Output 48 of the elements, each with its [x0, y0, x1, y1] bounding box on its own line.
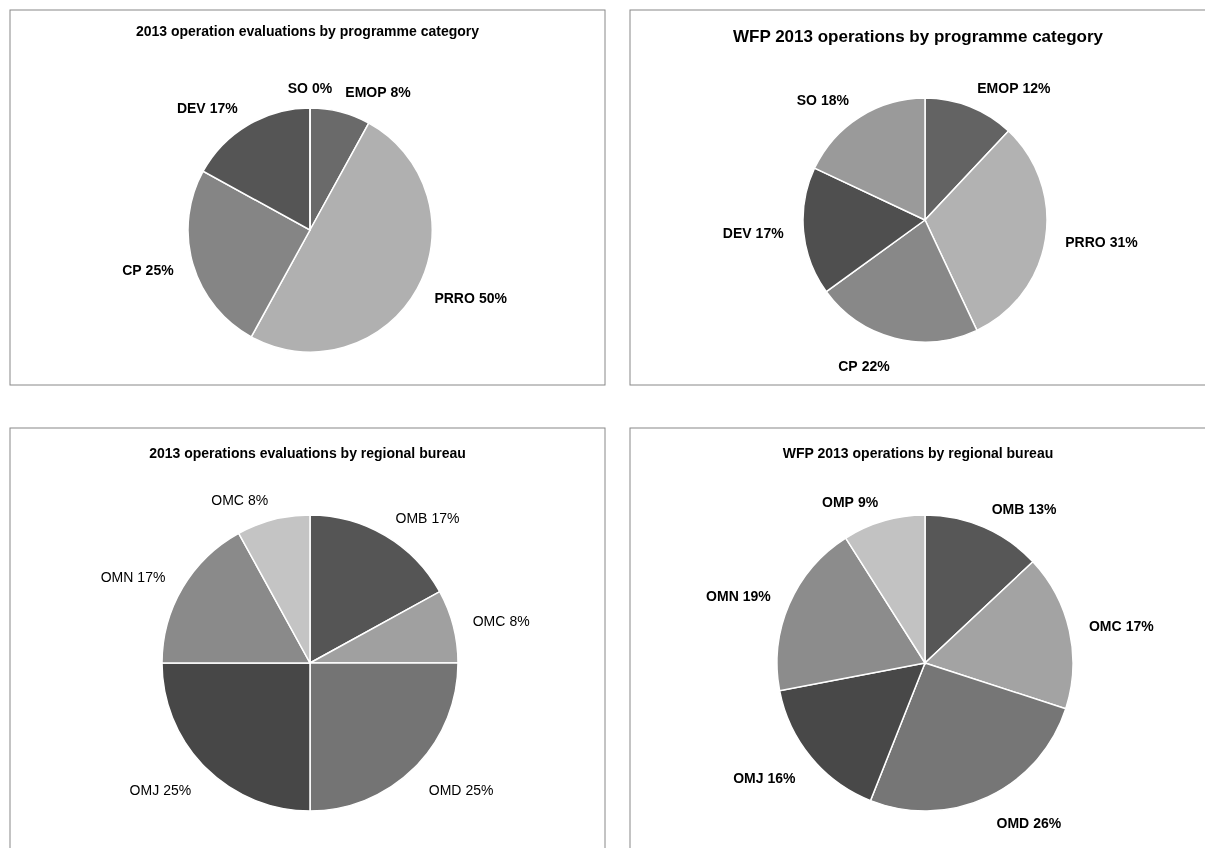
data-label: 17% [1125, 618, 1155, 635]
slice-label: EMOP [345, 84, 387, 101]
slice-label: PRRO [434, 290, 475, 307]
slice-label: DEV [722, 225, 753, 242]
chart-title: 2013 operations evaluations by regional bureau [149, 445, 466, 461]
data-label: 25% [465, 781, 494, 798]
data-label: 9% [857, 493, 879, 510]
slice-label: OMN [100, 569, 134, 586]
slice-label: OMN [706, 588, 739, 605]
slice-label: OMD [996, 815, 1030, 832]
slice-label: OMC [211, 492, 244, 509]
slice-label: CP [122, 261, 142, 278]
slice-label: OMC [1088, 618, 1122, 635]
chart-title: WFP 2013 operations by programme category [732, 27, 1104, 46]
data-label: 16% [767, 770, 797, 787]
category-label: SO [287, 80, 308, 96]
data-label: 31% [1109, 234, 1139, 251]
slice-label: OMC [472, 613, 506, 630]
data-label: 8% [509, 613, 530, 630]
slice-label: SO [796, 92, 817, 109]
slice-label: OMJ [733, 770, 764, 787]
text: 0% [312, 80, 333, 96]
data-label: 13% [1028, 500, 1057, 517]
data-label: 17% [431, 510, 460, 527]
data-label: 25% [163, 781, 192, 798]
chart-title: WFP 2013 operations by regional bureau [782, 445, 1054, 461]
slice-label: OMB [991, 500, 1025, 517]
slice-label: PRRO [1065, 234, 1106, 251]
data-label: 19% [742, 588, 772, 605]
slice-label: OMP [822, 493, 854, 510]
slice-label: OMJ [129, 781, 160, 798]
data-label: 17% [137, 569, 166, 586]
data-label: 26% [1033, 815, 1062, 832]
data-label: 17% [209, 99, 239, 116]
slice-label: DEV [176, 99, 207, 116]
slice-label: OMB [395, 510, 428, 527]
data-label: 8% [247, 492, 269, 509]
data-label: 50% [478, 290, 508, 307]
data-label: 22% [861, 357, 891, 374]
data-label: 25% [145, 261, 175, 278]
slice-label: EMOP [977, 79, 1019, 96]
data-label: 17% [755, 225, 785, 242]
slice-label: OMD [428, 781, 462, 798]
data-label: 8% [390, 84, 412, 101]
slice-label: CP [838, 357, 858, 374]
data-label: 18% [820, 92, 850, 109]
chart-title: 2013 operation evaluations by programme category [135, 23, 480, 39]
data-label: 12% [1022, 79, 1052, 96]
